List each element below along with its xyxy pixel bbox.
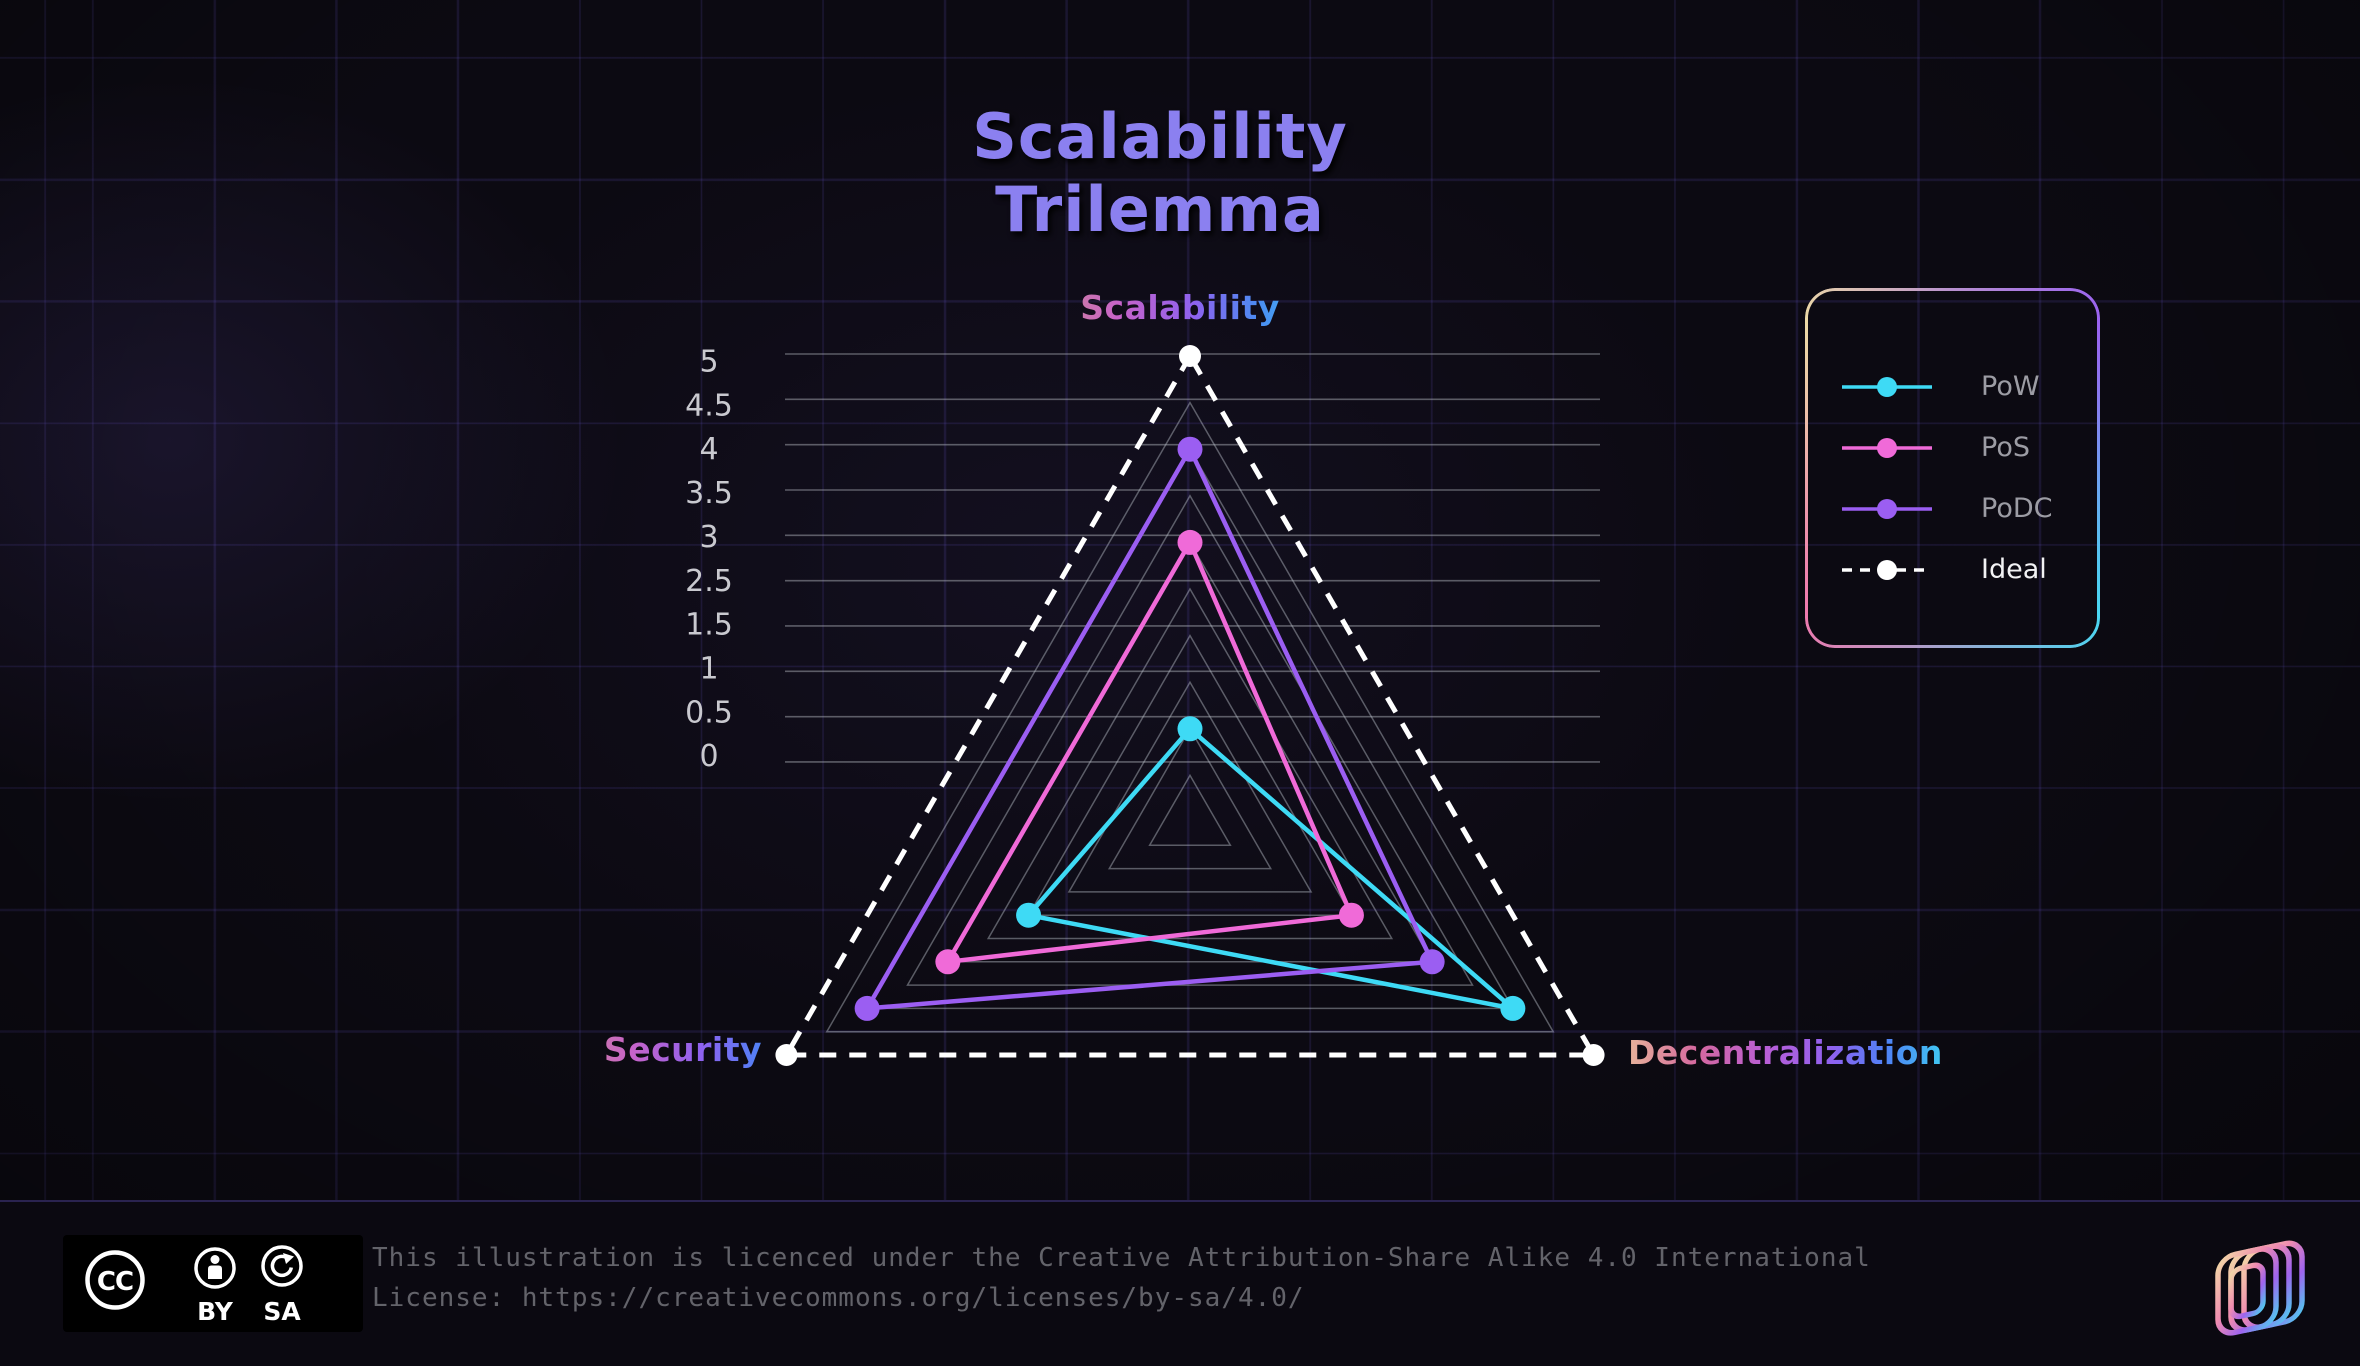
share-alike-icon (261, 1245, 303, 1287)
tick-label: 0 (699, 739, 718, 774)
legend-label-ideal: Ideal (1981, 554, 2047, 585)
data-point (1582, 1044, 1605, 1066)
legend-label-podc: PoDC (1981, 493, 2053, 524)
series-podc (854, 436, 1445, 1021)
tick-label: 3.5 (685, 476, 733, 511)
tick-label: 5 (699, 345, 718, 380)
ring (906, 494, 1474, 986)
license-text: This illustration is licenced under the … (372, 1238, 1871, 1318)
cc-circle-icon (85, 1250, 145, 1310)
legend-item-pos: PoS (1805, 417, 2100, 478)
ring (1107, 727, 1273, 870)
tick-label: 1 (699, 651, 718, 686)
license-line-1: This illustration is licenced under the … (372, 1243, 1871, 1273)
cc-circle-label: CC (97, 1267, 133, 1297)
series-line (782, 351, 1598, 1058)
data-point (1177, 436, 1203, 462)
ring (825, 401, 1555, 1033)
license-line-2: License: https://creativecommons.org/lic… (372, 1283, 1305, 1313)
legend-item-pow: PoW (1805, 356, 2100, 417)
attribution-person-icon (194, 1247, 236, 1289)
sa-label: SA (263, 1297, 301, 1326)
ring (1067, 680, 1313, 893)
ring-grid (825, 401, 1555, 1033)
page-title: Scalability Trilemma (972, 100, 1348, 246)
legend-rows: PoW PoS PoDC Ideal (1805, 356, 2100, 600)
legend-label-pow: PoW (1981, 371, 2040, 402)
chart-legend: PoW PoS PoDC Ideal (1805, 288, 2100, 648)
data-point (935, 949, 961, 975)
brand-logo (2215, 1240, 2305, 1336)
data-point (1179, 345, 1201, 367)
footer-bar: CC BY SA This illustration is licenced u… (0, 1200, 2360, 1366)
ring (1148, 773, 1232, 847)
legend-swatch-pow (1842, 376, 1932, 397)
cc-badge-graphic: CC BY SA (85, 1245, 303, 1326)
axis-label-security: Security (560, 1030, 762, 1069)
legend-item-podc: PoDC (1805, 478, 2100, 539)
data-point (854, 995, 880, 1021)
data-point (1177, 716, 1203, 742)
data-point (1419, 949, 1445, 975)
series-line (943, 537, 1355, 965)
series-pow (1016, 716, 1526, 1021)
legend-swatch-podc (1842, 498, 1932, 519)
tick-label: 0.5 (685, 695, 733, 730)
data-point (1500, 995, 1526, 1021)
series-ideal (775, 345, 1605, 1066)
data-point (1177, 529, 1203, 555)
axis-label-scalability: Scalability (1040, 288, 1320, 327)
tick-label: 2.5 (685, 564, 733, 599)
series-pos (935, 529, 1364, 975)
legend-label-pos: PoS (1981, 432, 2030, 463)
axis-label-decentralization: Decentralization (1628, 1033, 1943, 1072)
series-line (863, 444, 1436, 1011)
data-point (775, 1044, 798, 1066)
legend-swatch-pos (1842, 437, 1932, 458)
tick-grid: 5 4.5 4 3.5 3 2.5 1.5 1 0.5 0 (685, 345, 1600, 774)
ring (1027, 634, 1353, 916)
data-point (1338, 902, 1364, 928)
ring (986, 587, 1394, 940)
tick-label: 4 (699, 432, 718, 467)
tick-label: 1.5 (685, 608, 733, 643)
tick-label: 3 (699, 520, 718, 555)
ring (946, 540, 1434, 963)
tick-label: 4.5 (685, 388, 733, 423)
by-label: BY (197, 1297, 234, 1326)
cc-by-sa-badge: CC BY SA (63, 1235, 363, 1332)
series-line (1024, 725, 1521, 1013)
legend-swatch-ideal (1842, 559, 1932, 580)
legend-item-ideal: Ideal (1805, 539, 2100, 600)
data-point (1016, 902, 1042, 928)
